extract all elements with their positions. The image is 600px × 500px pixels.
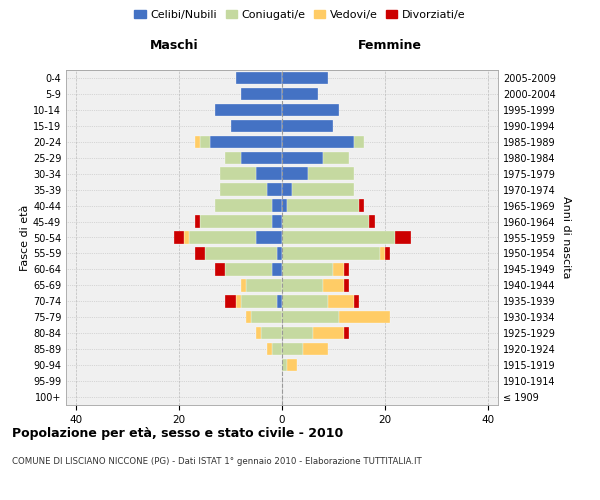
- Y-axis label: Fasce di età: Fasce di età: [20, 204, 30, 270]
- Bar: [313, 327, 344, 340]
- Bar: [266, 343, 272, 355]
- Bar: [205, 247, 277, 260]
- Text: Maschi: Maschi: [149, 38, 199, 52]
- Bar: [302, 343, 328, 355]
- Bar: [282, 120, 334, 132]
- Bar: [282, 247, 380, 260]
- Bar: [256, 232, 282, 243]
- Bar: [277, 247, 282, 260]
- Bar: [282, 104, 338, 116]
- Bar: [194, 247, 205, 260]
- Bar: [241, 152, 282, 164]
- Bar: [323, 152, 349, 164]
- Bar: [200, 136, 210, 148]
- Bar: [220, 168, 256, 180]
- Bar: [282, 168, 308, 180]
- Bar: [338, 311, 390, 324]
- Bar: [272, 200, 282, 212]
- Bar: [210, 136, 282, 148]
- Bar: [282, 136, 354, 148]
- Bar: [334, 263, 344, 276]
- Bar: [246, 279, 282, 291]
- Text: COMUNE DI LISCIANO NICCONE (PG) - Dati ISTAT 1° gennaio 2010 - Elaborazione TUTT: COMUNE DI LISCIANO NICCONE (PG) - Dati I…: [12, 458, 422, 466]
- Bar: [359, 200, 364, 212]
- Bar: [236, 295, 241, 308]
- Bar: [241, 279, 246, 291]
- Bar: [272, 216, 282, 228]
- Bar: [282, 216, 370, 228]
- Bar: [236, 72, 282, 84]
- Text: Popolazione per età, sesso e stato civile - 2010: Popolazione per età, sesso e stato civil…: [12, 428, 343, 440]
- Bar: [282, 311, 338, 324]
- Bar: [282, 232, 395, 243]
- Bar: [194, 136, 200, 148]
- Legend: Celibi/Nubili, Coniugati/e, Vedovi/e, Divorziati/e: Celibi/Nubili, Coniugati/e, Vedovi/e, Di…: [130, 6, 470, 25]
- Bar: [292, 184, 354, 196]
- Bar: [344, 327, 349, 340]
- Bar: [308, 168, 354, 180]
- Bar: [282, 279, 323, 291]
- Bar: [287, 359, 298, 372]
- Bar: [200, 216, 272, 228]
- Bar: [282, 263, 334, 276]
- Bar: [282, 200, 287, 212]
- Bar: [174, 232, 184, 243]
- Bar: [282, 88, 318, 100]
- Bar: [272, 343, 282, 355]
- Bar: [262, 327, 282, 340]
- Text: Femmine: Femmine: [358, 38, 422, 52]
- Bar: [385, 247, 390, 260]
- Bar: [220, 184, 266, 196]
- Bar: [282, 72, 328, 84]
- Bar: [256, 168, 282, 180]
- Bar: [328, 295, 354, 308]
- Bar: [282, 295, 328, 308]
- Bar: [354, 136, 364, 148]
- Bar: [344, 263, 349, 276]
- Bar: [282, 327, 313, 340]
- Y-axis label: Anni di nascita: Anni di nascita: [561, 196, 571, 279]
- Bar: [323, 279, 344, 291]
- Bar: [354, 295, 359, 308]
- Bar: [194, 216, 200, 228]
- Bar: [226, 152, 241, 164]
- Bar: [230, 120, 282, 132]
- Bar: [246, 311, 251, 324]
- Bar: [380, 247, 385, 260]
- Bar: [215, 200, 272, 212]
- Bar: [215, 263, 226, 276]
- Bar: [241, 295, 277, 308]
- Bar: [184, 232, 190, 243]
- Bar: [395, 232, 410, 243]
- Bar: [282, 343, 302, 355]
- Bar: [282, 359, 287, 372]
- Bar: [190, 232, 256, 243]
- Bar: [282, 152, 323, 164]
- Bar: [241, 88, 282, 100]
- Bar: [226, 295, 236, 308]
- Bar: [251, 311, 282, 324]
- Bar: [370, 216, 374, 228]
- Bar: [226, 263, 272, 276]
- Bar: [215, 104, 282, 116]
- Bar: [256, 327, 262, 340]
- Bar: [282, 184, 292, 196]
- Bar: [266, 184, 282, 196]
- Bar: [277, 295, 282, 308]
- Bar: [287, 200, 359, 212]
- Bar: [344, 279, 349, 291]
- Bar: [272, 263, 282, 276]
